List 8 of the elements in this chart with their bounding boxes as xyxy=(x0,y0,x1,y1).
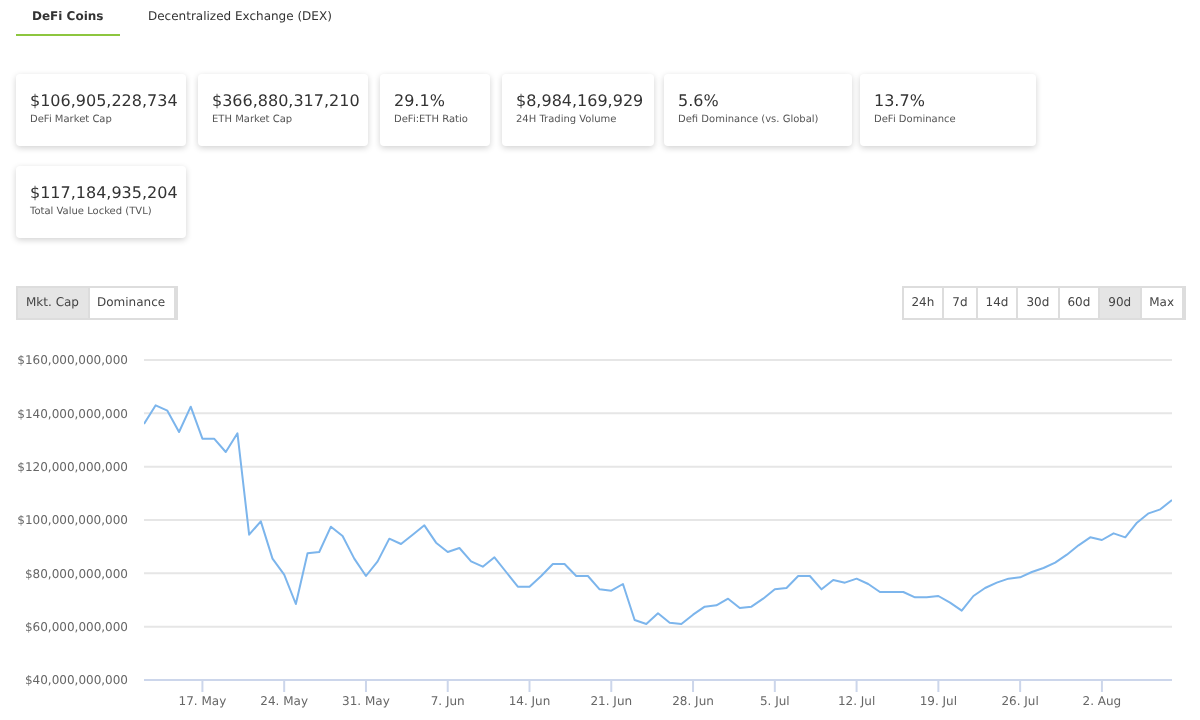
text: 29.1% xyxy=(394,92,445,110)
text: 13.7% xyxy=(874,92,925,110)
text: 5.6% xyxy=(678,92,719,110)
text: $366,880,317,210 xyxy=(212,92,360,110)
line-series xyxy=(144,404,1172,625)
text: $117,184,935,204 xyxy=(30,184,178,202)
text: $106,905,228,734 xyxy=(30,92,178,110)
text: $8,984,169,929 xyxy=(516,92,644,110)
